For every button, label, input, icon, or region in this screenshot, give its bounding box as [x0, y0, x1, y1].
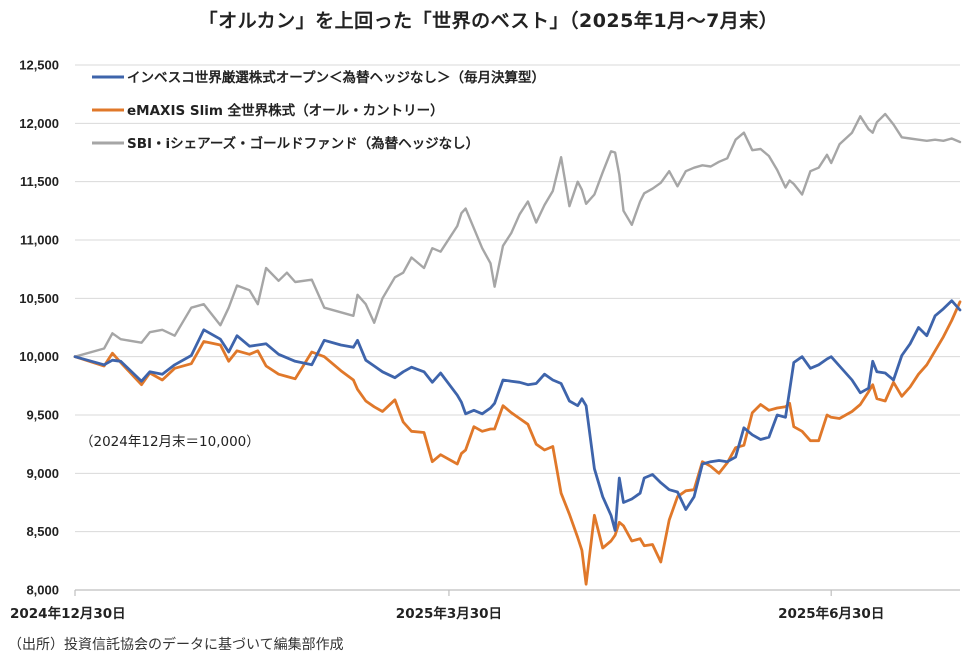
base-note: （2024年12月末＝10,000） [80, 434, 260, 450]
x-tick-label: 2025年3月30日 [396, 605, 502, 622]
legend-label: SBI・iシェアーズ・ゴールドファンド（為替ヘッジなし） [127, 135, 479, 152]
series-line-2 [73, 112, 962, 358]
y-tick-label: 12,500 [19, 58, 59, 73]
y-tick-label: 10,500 [19, 291, 59, 306]
legend-label: eMAXIS Slim 全世界株式（オール・カントリー） [127, 102, 444, 119]
series-lines [73, 112, 962, 586]
source-note: （出所）投資信託協会のデータに基づいて編集部作成 [8, 637, 344, 653]
x-tick-label: 2024年12月30日 [10, 605, 126, 622]
series-line-0 [73, 299, 962, 532]
y-tick-label: 8,000 [26, 583, 59, 598]
y-tick-label: 10,000 [19, 349, 59, 364]
series-line-1 [73, 300, 962, 586]
y-tick-label: 12,000 [19, 116, 59, 131]
y-tick-label: 9,000 [26, 466, 59, 481]
y-tick-label: 8,500 [26, 524, 59, 539]
y-tick-label: 9,500 [26, 408, 59, 423]
legend-label: インベスコ世界厳選株式オープン＜為替ヘッジなし＞（毎月決算型） [127, 69, 545, 86]
x-tick-label: 2025年6月30日 [778, 605, 884, 622]
y-tick-label: 11,000 [20, 233, 59, 248]
gridlines [75, 64, 960, 533]
y-tick-label: 11,500 [20, 174, 59, 189]
axes: 8,000 8,500 9,000 9,500 10,000 10,500 11,000 11… [10, 58, 960, 622]
legend: インベスコ世界厳選株式オープン＜為替ヘッジなし＞（毎月決算型） eMAXIS Sl… [92, 69, 545, 152]
chart-title: 「オルカン」を上回った「世界のベスト」（2025年1月〜7月末） [198, 10, 779, 32]
